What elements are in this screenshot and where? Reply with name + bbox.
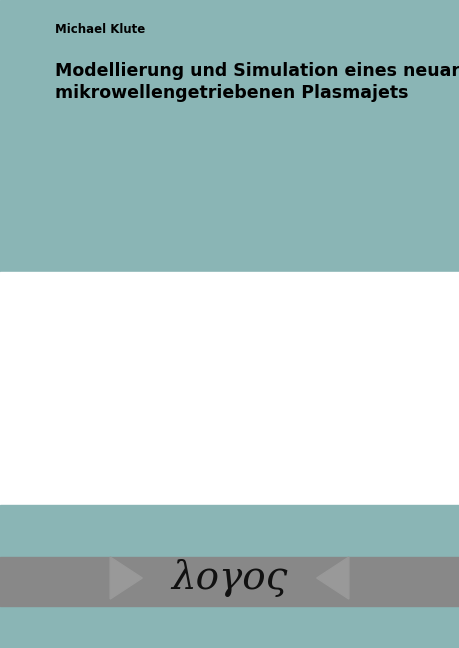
Text: λογος: λογος — [171, 559, 288, 597]
Text: $P_0$=25 W: $P_0$=25 W — [291, 419, 333, 431]
Text: $\overline{n}_e\ [m^{-3}]$: $\overline{n}_e\ [m^{-3}]$ — [372, 507, 421, 525]
Text: $P_0$=400 W: $P_0$=400 W — [291, 350, 339, 362]
Text: Michael Klute: Michael Klute — [55, 23, 146, 36]
Text: Modellierung und Simulation eines neuartigen
mikrowellengetriebenen Plasmajets: Modellierung und Simulation eines neuart… — [55, 62, 459, 102]
Y-axis label: P [W]: P [W] — [18, 375, 28, 406]
Text: $P_0$=100 W: $P_0$=100 W — [291, 380, 339, 392]
